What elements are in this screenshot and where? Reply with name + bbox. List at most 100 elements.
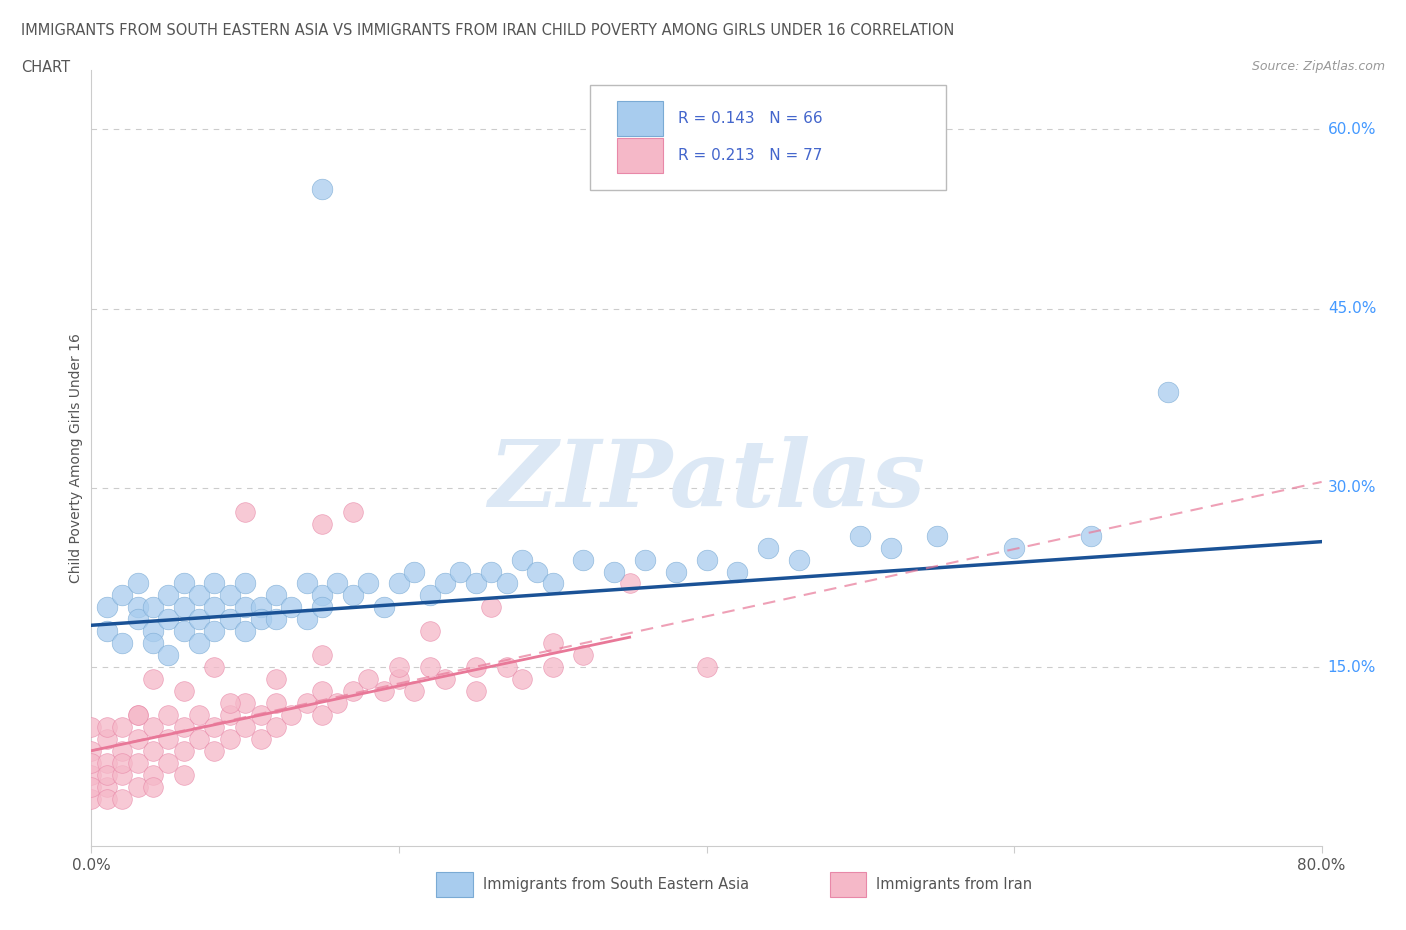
Point (311, 684, 333, 698)
Point (264, 671, 287, 686)
Point (111, 767, 134, 782)
Point (1080, 528, 1102, 543)
Point (326, 576, 349, 591)
Point (495, 576, 517, 591)
FancyBboxPatch shape (617, 138, 664, 173)
Point (202, 624, 225, 639)
Point (80, 720, 103, 735)
Text: 15.0%: 15.0% (1327, 659, 1376, 674)
Point (249, 612, 271, 627)
Point (434, 671, 457, 686)
Point (510, 671, 533, 686)
Text: Source: ZipAtlas.com: Source: ZipAtlas.com (1251, 60, 1385, 73)
Point (188, 588, 211, 603)
Point (218, 708, 240, 723)
Point (188, 731, 211, 746)
Point (388, 671, 411, 686)
Point (127, 612, 149, 627)
Text: Immigrants from Iran: Immigrants from Iran (876, 877, 1032, 892)
Point (357, 576, 380, 591)
Point (188, 708, 211, 723)
Point (202, 576, 225, 591)
Point (142, 743, 165, 758)
Point (173, 576, 195, 591)
FancyBboxPatch shape (830, 872, 866, 897)
Point (111, 755, 134, 770)
Point (725, 565, 748, 579)
Point (526, 565, 548, 579)
Point (111, 588, 134, 603)
Point (96, 767, 118, 782)
Point (173, 720, 195, 735)
Point (96, 720, 118, 735)
Point (142, 767, 165, 782)
Point (173, 600, 195, 615)
Point (541, 659, 564, 674)
Point (434, 576, 457, 591)
Point (127, 576, 149, 591)
Point (111, 636, 134, 651)
Text: CHART: CHART (21, 60, 70, 75)
Point (787, 552, 810, 567)
Point (510, 552, 533, 567)
FancyBboxPatch shape (589, 86, 946, 190)
Point (541, 636, 564, 651)
Point (127, 708, 149, 723)
Point (80, 791, 103, 806)
Point (756, 540, 779, 555)
Point (404, 684, 426, 698)
Point (342, 588, 364, 603)
Point (464, 659, 486, 674)
Point (80, 755, 103, 770)
Point (849, 528, 872, 543)
Point (233, 624, 256, 639)
Point (280, 708, 302, 723)
Point (218, 612, 240, 627)
Point (142, 600, 165, 615)
Point (388, 659, 411, 674)
Point (1157, 385, 1180, 400)
Point (157, 647, 180, 662)
Point (311, 708, 333, 723)
Point (464, 684, 486, 698)
Point (696, 659, 718, 674)
Point (142, 636, 165, 651)
Point (927, 528, 949, 543)
Point (142, 671, 165, 686)
Point (218, 588, 240, 603)
Point (173, 767, 195, 782)
Point (142, 720, 165, 735)
Text: 60.0%: 60.0% (1327, 122, 1376, 137)
Point (157, 612, 180, 627)
Point (80, 743, 103, 758)
Point (295, 612, 318, 627)
Point (419, 588, 441, 603)
Point (696, 552, 718, 567)
Point (218, 696, 240, 711)
Text: 30.0%: 30.0% (1327, 481, 1376, 496)
Point (157, 588, 180, 603)
Point (142, 779, 165, 794)
Point (202, 659, 225, 674)
Point (357, 671, 380, 686)
Point (96, 791, 118, 806)
Point (326, 696, 349, 711)
Point (233, 696, 256, 711)
Point (264, 612, 287, 627)
Point (880, 540, 903, 555)
Point (1002, 540, 1025, 555)
FancyBboxPatch shape (436, 872, 472, 897)
Point (479, 565, 502, 579)
Point (142, 624, 165, 639)
Point (127, 708, 149, 723)
Point (202, 743, 225, 758)
Point (342, 684, 364, 698)
Point (419, 659, 441, 674)
Point (233, 576, 256, 591)
Point (233, 504, 256, 519)
Point (111, 743, 134, 758)
Point (311, 588, 333, 603)
Point (127, 600, 149, 615)
FancyBboxPatch shape (617, 100, 664, 136)
Point (249, 708, 271, 723)
